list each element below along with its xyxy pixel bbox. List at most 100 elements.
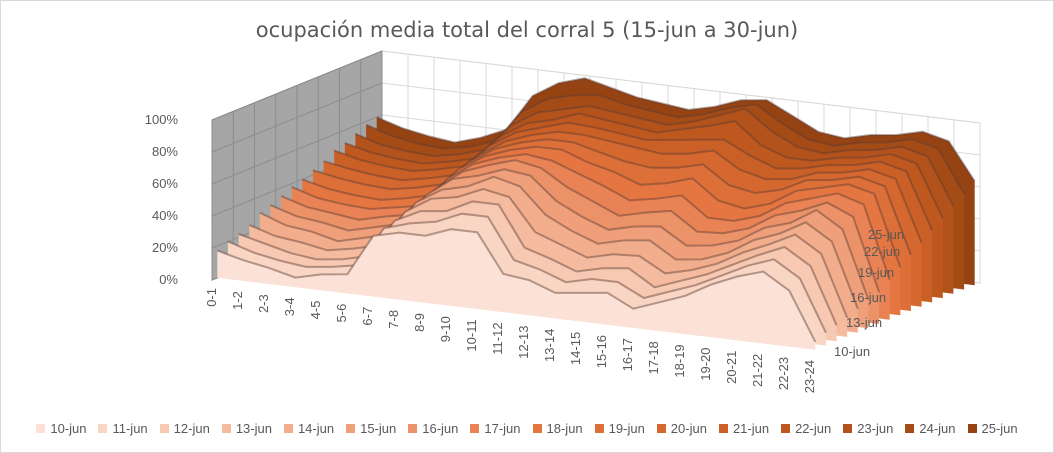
legend-swatch xyxy=(470,424,480,433)
x-tick-label: 13-14 xyxy=(542,329,557,362)
x-tick-label: 14-15 xyxy=(568,332,583,365)
legend-item: 23-jun xyxy=(843,421,893,436)
series-ridge-22-jun xyxy=(344,112,944,219)
series-ridge-14-jun xyxy=(259,175,859,309)
series-ridge-15-jun xyxy=(270,168,870,300)
x-tick-label: 17-18 xyxy=(646,341,661,374)
x-tick-label: 9-10 xyxy=(438,316,453,342)
depth-tick-label: 19-jun xyxy=(858,265,894,280)
legend-item: 13-jun xyxy=(221,421,272,436)
legend-item: 18-jun xyxy=(532,421,583,436)
series-ridge-20-jun xyxy=(323,130,923,244)
x-tick-label: 16-17 xyxy=(620,338,635,371)
legend-label: 11-jun xyxy=(112,421,148,436)
x-tick-label: 5-6 xyxy=(334,304,349,323)
legend-swatch xyxy=(594,424,604,433)
legend-label: 15-jun xyxy=(360,421,397,436)
depth-tick-label: 16-jun xyxy=(850,290,886,305)
series-ridge-19-jun xyxy=(312,138,912,256)
legend-item: 15-jun xyxy=(346,421,396,436)
legend-item: 22-jun xyxy=(781,421,831,436)
series-ridge-12-jun xyxy=(238,200,838,326)
x-tick-label: 1-2 xyxy=(230,291,245,310)
x-tick-label: 21-22 xyxy=(750,354,765,387)
legend-label: 16-jun xyxy=(422,421,459,436)
legend-swatch xyxy=(532,424,542,433)
legend-item: 19-jun xyxy=(594,421,645,436)
x-tick-label: 8-9 xyxy=(412,313,427,332)
legend-swatch xyxy=(36,424,46,433)
series-ridge-16-jun xyxy=(280,159,881,293)
x-tick-label: 22-23 xyxy=(776,357,791,390)
y-tick-label: 20% xyxy=(152,240,178,255)
legend-label: 13-jun xyxy=(235,421,272,436)
legend-item: 21-jun xyxy=(718,421,770,436)
legend-swatch xyxy=(781,424,791,433)
legend-swatch xyxy=(843,424,853,433)
legend-swatch xyxy=(283,424,293,433)
legend-swatch xyxy=(408,424,418,433)
x-tick-label: 7-8 xyxy=(386,310,401,329)
legend-swatch xyxy=(346,424,356,433)
legend-label: 12-jun xyxy=(173,421,210,436)
legend-swatch xyxy=(905,424,915,433)
series-ridge-10-jun xyxy=(216,228,817,343)
legend-label: 17-jun xyxy=(484,421,521,436)
depth-axis: 10-jun 13-jun 16-jun 19-jun 22-jun 25-jun xyxy=(834,227,904,359)
depth-tick-label: 13-jun xyxy=(846,315,882,330)
legend-label: 14-jun xyxy=(297,421,335,436)
legend-swatch xyxy=(159,424,169,433)
depth-tick-label: 25-jun xyxy=(868,227,904,242)
x-tick-label: 18-19 xyxy=(672,344,687,377)
x-tick-label: 4-5 xyxy=(308,301,323,320)
y-tick-label: 0% xyxy=(159,272,178,287)
depth-tick-label: 10-jun xyxy=(834,344,870,359)
series-ridge-25-jun xyxy=(376,77,976,182)
x-tick-label: 0-1 xyxy=(204,288,219,307)
series-area-10-jun xyxy=(217,229,816,350)
legend-item: 11-jun xyxy=(98,421,148,436)
legend-item: 16-jun xyxy=(408,421,458,436)
legend-item: 25-jun xyxy=(967,421,1018,436)
legend-swatch xyxy=(967,424,977,433)
legend-label: 24-jun xyxy=(919,421,956,436)
y-tick-label: 60% xyxy=(152,176,178,191)
series-group xyxy=(216,77,976,350)
legend-item: 24-jun xyxy=(905,421,956,436)
x-tick-label: 10-11 xyxy=(464,319,479,351)
x-tick-label: 12-13 xyxy=(516,326,531,359)
x-tick-label: 20-21 xyxy=(724,351,739,384)
depth-tick-label: 22-jun xyxy=(864,244,900,259)
legend-item: 20-jun xyxy=(656,421,707,436)
x-axis: 0-1 1-2 2-3 3-4 4-5 5-6 6-7 7-8 8-9 9-10 10-11 11-1… xyxy=(204,288,817,393)
x-tick-label: 19-20 xyxy=(698,347,713,380)
legend-swatch xyxy=(718,424,728,433)
legend-item: 14-jun xyxy=(283,421,335,436)
series-ridge-18-jun xyxy=(301,145,902,268)
back-gridline xyxy=(381,50,981,124)
legend-item: 12-jun xyxy=(159,421,210,436)
series-ridge-11-jun xyxy=(227,212,827,334)
x-tick-label: 11-12 xyxy=(490,322,505,354)
legend: 10-jun 11-jun 12-jun 13-jun 14-jun 15-jun 16-j… xyxy=(0,421,1054,436)
legend-label: 20-jun xyxy=(670,421,707,436)
legend-swatch xyxy=(221,424,231,433)
legend-label: 21-jun xyxy=(732,421,770,436)
legend-label: 22-jun xyxy=(795,421,832,436)
chart-title: ocupación media total del corral 5 (15-j… xyxy=(255,18,799,42)
y-axis: 0% 20% 40% 60% 80% 100% xyxy=(145,112,179,287)
legend-label: 10-jun xyxy=(50,421,87,436)
x-tick-label: 23-24 xyxy=(802,360,817,393)
series-ridge-13-jun xyxy=(248,188,849,319)
x-tick-label: 2-3 xyxy=(256,294,271,313)
y-tick-label: 100% xyxy=(145,112,179,127)
y-tick-label: 80% xyxy=(152,144,178,159)
series-ridge-17-jun xyxy=(291,153,891,281)
legend-label: 18-jun xyxy=(546,421,583,436)
series-ridge-21-jun xyxy=(333,121,934,231)
series-ridge-24-jun xyxy=(365,94,965,195)
x-tick-label: 6-7 xyxy=(360,307,375,326)
y-tick-label: 40% xyxy=(152,208,178,223)
legend-label: 23-jun xyxy=(857,421,894,436)
